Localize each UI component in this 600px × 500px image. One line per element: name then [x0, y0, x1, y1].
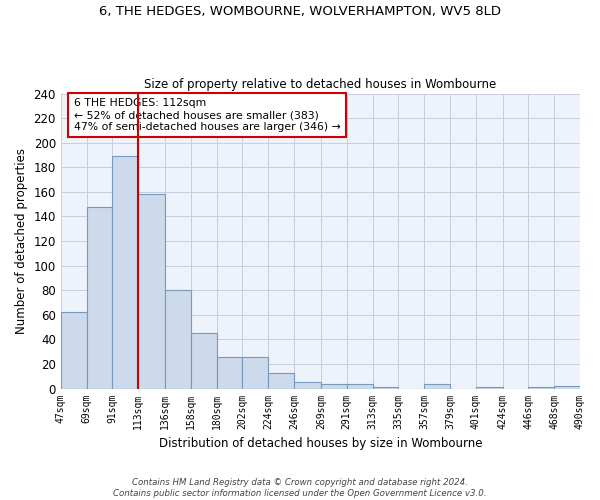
Title: Size of property relative to detached houses in Wombourne: Size of property relative to detached ho…: [144, 78, 497, 91]
Text: 6, THE HEDGES, WOMBOURNE, WOLVERHAMPTON, WV5 8LD: 6, THE HEDGES, WOMBOURNE, WOLVERHAMPTON,…: [99, 5, 501, 18]
Y-axis label: Number of detached properties: Number of detached properties: [15, 148, 28, 334]
Bar: [242, 356, 268, 388]
Bar: [86, 206, 112, 388]
X-axis label: Distribution of detached houses by size in Wombourne: Distribution of detached houses by size …: [158, 437, 482, 450]
Bar: [61, 312, 86, 388]
Bar: [112, 156, 138, 388]
Bar: [138, 194, 165, 388]
Bar: [268, 372, 294, 388]
Bar: [424, 384, 450, 388]
Text: Contains HM Land Registry data © Crown copyright and database right 2024.
Contai: Contains HM Land Registry data © Crown c…: [113, 478, 487, 498]
Bar: [294, 382, 321, 388]
Bar: [217, 356, 242, 388]
Bar: [165, 290, 191, 388]
Bar: [554, 386, 580, 388]
Bar: [347, 384, 373, 388]
Text: 6 THE HEDGES: 112sqm
← 52% of detached houses are smaller (383)
47% of semi-deta: 6 THE HEDGES: 112sqm ← 52% of detached h…: [74, 98, 340, 132]
Bar: [191, 333, 217, 388]
Bar: [321, 384, 347, 388]
